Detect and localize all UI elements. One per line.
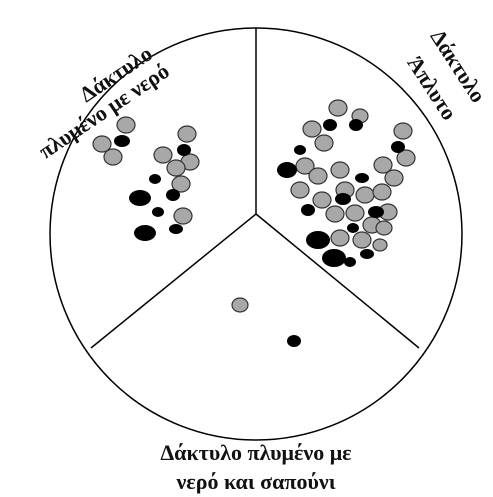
colonies-left (93, 117, 199, 241)
divider (91, 214, 256, 348)
sector-label: Δάκτυλο πλυμένο με (160, 440, 351, 465)
diagram: Δάκτυλο πλυμένο με νερό Δάκτυλο Άπλυτο Δ… (0, 0, 493, 497)
sector-label: νερό και σαπούνι (175, 469, 335, 494)
colonies-bottom (232, 298, 301, 347)
colonies-right (277, 100, 415, 267)
